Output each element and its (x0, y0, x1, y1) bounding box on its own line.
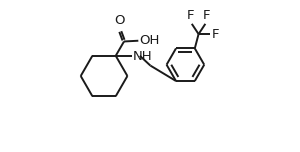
Text: O: O (115, 14, 125, 28)
Text: OH: OH (140, 34, 160, 47)
Text: NH: NH (133, 50, 153, 63)
Text: F: F (202, 9, 210, 22)
Text: F: F (187, 9, 194, 22)
Text: F: F (212, 28, 219, 41)
